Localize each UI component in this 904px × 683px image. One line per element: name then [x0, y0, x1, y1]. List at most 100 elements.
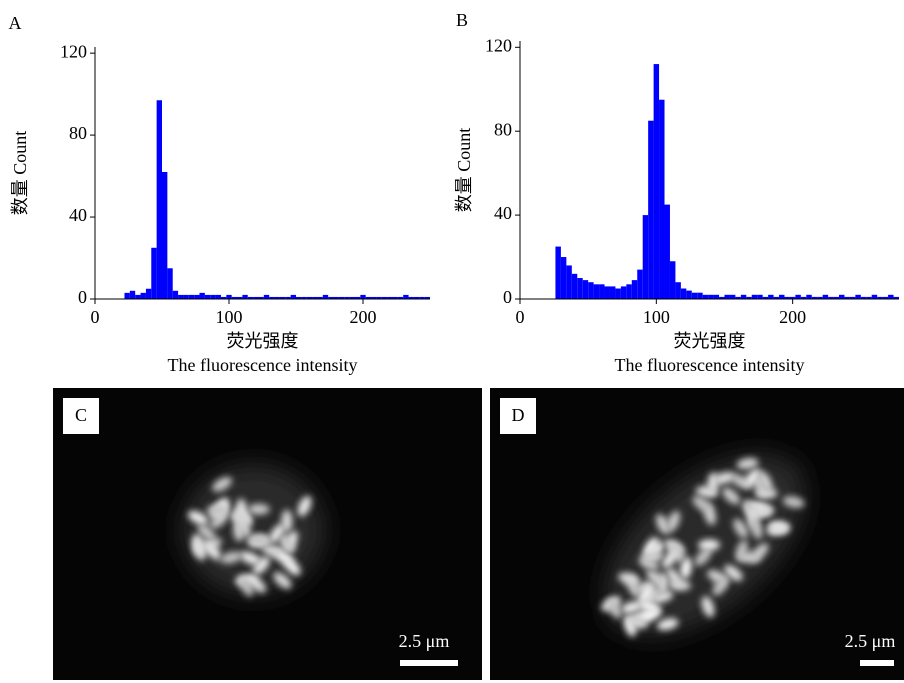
chromosome — [212, 476, 232, 492]
chromosome — [757, 471, 773, 492]
bar — [156, 100, 162, 299]
bar — [371, 296, 377, 299]
bar — [746, 296, 752, 299]
bar — [354, 296, 361, 299]
chromosome — [233, 519, 245, 542]
bar — [811, 296, 818, 299]
scale-bar-label: 2.5 μm — [845, 631, 896, 651]
bar — [397, 296, 404, 299]
bar — [800, 296, 807, 299]
chromosome — [269, 523, 285, 544]
bar — [833, 296, 840, 299]
label-box — [500, 398, 536, 434]
y-tick-label: 120 — [485, 35, 512, 55]
bar — [724, 294, 730, 299]
chromosome — [750, 517, 763, 540]
bar — [664, 204, 670, 299]
chromosome — [733, 518, 749, 539]
bar — [571, 273, 578, 299]
bar — [194, 294, 200, 299]
bar — [844, 296, 850, 299]
chromosome — [666, 567, 683, 587]
chromosome — [695, 486, 718, 498]
y-axis-label: 数量 Count — [10, 131, 30, 216]
bar — [762, 296, 769, 299]
bar — [317, 296, 323, 299]
bar — [719, 296, 725, 299]
bar — [253, 296, 259, 299]
chromosome — [694, 548, 712, 566]
bar — [220, 296, 227, 299]
bar — [215, 294, 221, 299]
bar — [735, 296, 741, 299]
bar — [387, 296, 393, 299]
bar — [609, 286, 616, 299]
bar — [306, 296, 313, 299]
chromosome — [220, 551, 242, 564]
y-axis-label: 数量 Count — [454, 128, 474, 213]
bar — [860, 296, 867, 299]
panel-label: B — [456, 10, 468, 30]
chromosome — [620, 601, 643, 614]
bar — [604, 286, 610, 299]
bar — [140, 292, 146, 299]
chromosome — [666, 510, 681, 532]
bar — [279, 296, 286, 299]
y-tick-label: 0 — [503, 287, 512, 307]
bar — [566, 265, 572, 299]
chromosome — [751, 543, 769, 561]
bar — [740, 294, 747, 299]
bar — [124, 292, 130, 299]
bar — [381, 296, 388, 299]
chromosome — [641, 551, 664, 563]
chromosomes — [181, 453, 806, 637]
bar — [577, 278, 583, 299]
y-tick-label: 0 — [78, 287, 87, 307]
bar — [817, 296, 823, 299]
bar — [333, 296, 339, 299]
bar — [686, 290, 692, 299]
bar — [263, 294, 270, 299]
bar — [204, 294, 211, 299]
bar — [231, 296, 238, 299]
bar — [274, 296, 280, 299]
bar — [691, 292, 698, 299]
bar — [626, 284, 632, 299]
chromosome — [297, 495, 312, 517]
x-axis-label: 荧光强度 — [227, 331, 299, 351]
label-box — [63, 398, 99, 434]
bar — [588, 282, 594, 299]
chromosome — [273, 572, 292, 589]
chromosome — [261, 544, 283, 557]
bar — [871, 294, 878, 299]
chromosome — [607, 598, 622, 619]
chromosome — [782, 496, 805, 508]
bar — [893, 296, 899, 299]
bar — [162, 171, 168, 299]
chromosome — [643, 587, 661, 605]
chromosome — [661, 549, 678, 569]
bar — [773, 296, 780, 299]
bar — [338, 296, 345, 299]
bar — [653, 64, 660, 299]
chromosome — [618, 572, 640, 585]
bar — [408, 296, 414, 299]
bar — [242, 294, 248, 299]
bar — [258, 296, 264, 299]
bar — [784, 296, 790, 299]
chromosome — [253, 556, 270, 575]
bar — [757, 294, 763, 299]
bar — [669, 261, 676, 299]
chromosome — [722, 487, 740, 505]
bar — [183, 294, 189, 299]
chromosome — [713, 472, 735, 485]
chromosome — [229, 511, 251, 525]
bar — [631, 280, 638, 299]
bar — [269, 296, 275, 299]
chromosome — [724, 564, 743, 581]
chromosome — [656, 618, 679, 631]
bar — [822, 294, 829, 299]
panel-label: C — [75, 405, 87, 425]
bar — [779, 294, 785, 299]
